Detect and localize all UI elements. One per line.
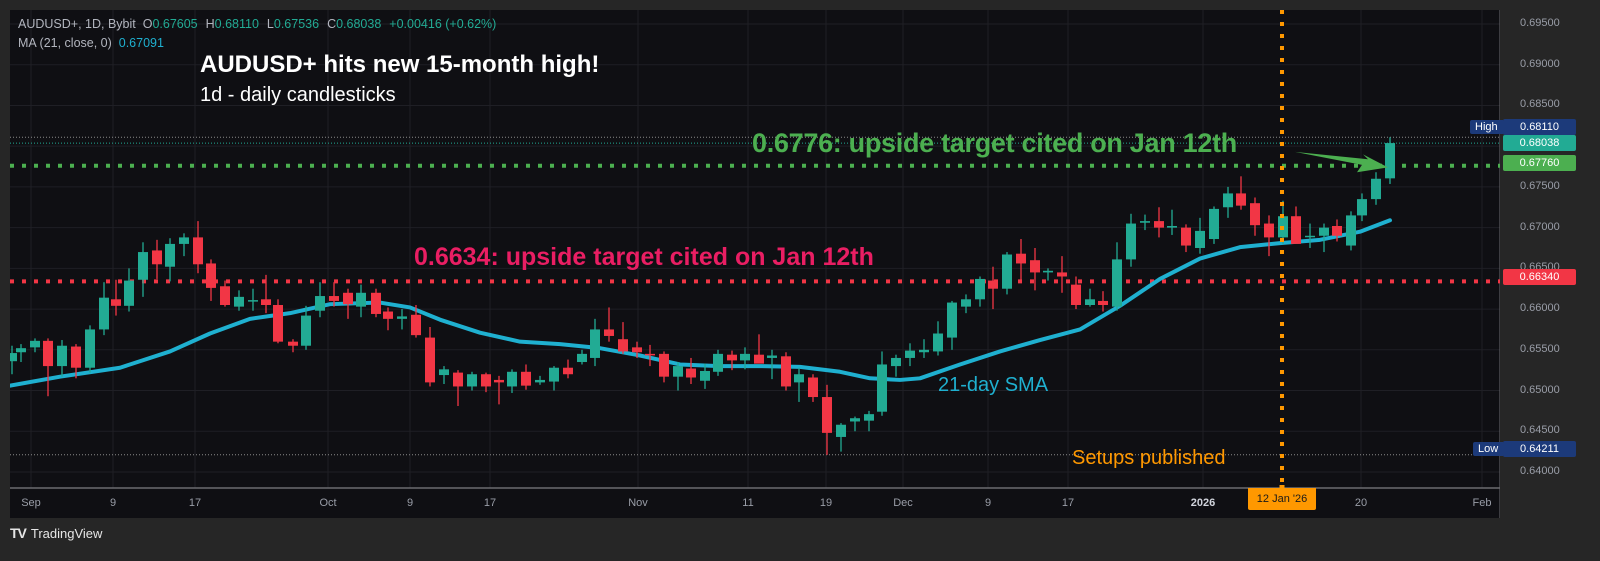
time-tick-label: Feb xyxy=(1472,497,1492,509)
low-value: 0.67536 xyxy=(273,17,320,31)
ohlc-legend: AUDUSD+, 1D, Bybit O0.67605 H0.68110 L0.67… xyxy=(18,17,497,31)
footer-branding: TV TradingView xyxy=(10,523,102,543)
price-tick-label: 0.69000 xyxy=(1520,57,1560,70)
time-tick-label: Nov xyxy=(628,497,648,509)
price-tick-label: 0.67000 xyxy=(1520,220,1560,233)
ma-label: MA (21, close, 0) xyxy=(18,36,112,50)
time-tick-label: 9 xyxy=(109,497,117,509)
red-level-tag: 0.66340 xyxy=(1503,269,1576,285)
time-tick-label: 17 xyxy=(1061,497,1075,509)
time-tick-label: 17 xyxy=(188,497,202,509)
time-tick-label: 19 xyxy=(819,497,833,509)
price-tick-label: 0.64500 xyxy=(1520,424,1560,437)
setups-annotation: Setups published xyxy=(1072,447,1226,469)
chart-title: AUDUSD+ hits new 15-month high! xyxy=(200,51,600,78)
price-tick-label: 0.67500 xyxy=(1520,179,1560,192)
crosshair-date-label: 12 Jan '26 xyxy=(1248,488,1316,510)
last-price-tag: 0.68038 xyxy=(1503,135,1576,151)
sma-annotation: 21-day SMA xyxy=(938,374,1049,396)
ma-value: 0.67091 xyxy=(118,36,164,50)
low-tag-label: Low xyxy=(1473,442,1504,456)
symbol-info[interactable]: AUDUSD+, 1D, Bybit xyxy=(18,17,136,31)
green-target-annotation: 0.6776: upside target cited on Jan 12th xyxy=(752,128,1237,158)
price-tick-label: 0.69500 xyxy=(1520,17,1560,29)
price-tick-label: 0.64000 xyxy=(1520,464,1560,477)
tradingview-logo-icon: TV xyxy=(10,525,27,541)
time-tick-label: 17 xyxy=(483,497,497,509)
change-value: +0.00416 (+0.62%) xyxy=(389,17,497,31)
close-value: 0.68038 xyxy=(336,17,382,31)
ma-legend[interactable]: MA (21, close, 0) 0.67091 xyxy=(18,36,164,50)
price-tick-label: 0.66000 xyxy=(1520,302,1560,315)
time-tick-label: Oct xyxy=(319,497,337,509)
price-tick-label: 0.68500 xyxy=(1520,98,1560,111)
price-tick-label: 0.65500 xyxy=(1520,342,1560,355)
chart-subtitle: 1d - daily candlesticks xyxy=(200,84,396,106)
high-price-tag: 0.68110 xyxy=(1503,119,1576,135)
high-tag-label: High xyxy=(1470,120,1503,134)
time-tick-label: 20 xyxy=(1354,497,1368,509)
chart-canvas[interactable] xyxy=(10,10,1500,518)
red-target-annotation: 0.6634: upside target cited on Jan 12th xyxy=(414,243,874,271)
brand-name: TradingView xyxy=(30,525,103,541)
time-tick-label: Sep xyxy=(21,497,41,509)
price-tick-label: 0.65000 xyxy=(1520,383,1560,396)
chart-window xyxy=(10,10,1500,518)
time-tick-label: 9 xyxy=(984,497,992,509)
time-tick-label: 11 xyxy=(742,497,754,509)
time-tick-label: 2026 xyxy=(1190,497,1216,509)
time-tick-label: Dec xyxy=(893,497,913,509)
green-level-tag: 0.67760 xyxy=(1503,155,1576,171)
low-price-tag: 0.64211 xyxy=(1503,441,1576,457)
high-value: 0.68110 xyxy=(214,17,259,31)
open-value: 0.67605 xyxy=(152,17,198,31)
time-tick-label: 9 xyxy=(406,497,414,509)
